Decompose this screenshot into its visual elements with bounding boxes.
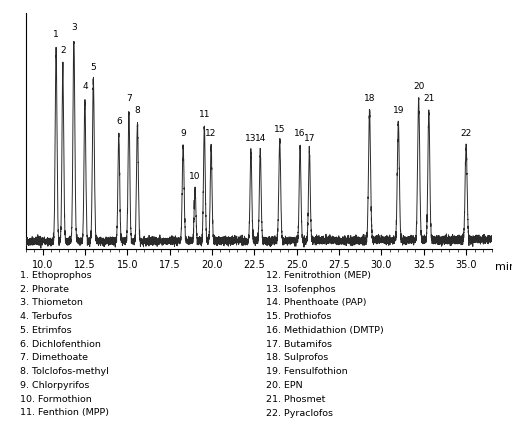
Text: 21: 21 — [423, 94, 435, 103]
Text: 22: 22 — [460, 129, 472, 138]
Text: 17. Butamifos: 17. Butamifos — [266, 340, 332, 349]
Text: 13: 13 — [245, 134, 257, 143]
Text: 13. Isofenphos: 13. Isofenphos — [266, 285, 336, 294]
Text: 7. Dimethoate: 7. Dimethoate — [20, 353, 89, 362]
Text: 19: 19 — [393, 106, 404, 115]
Text: 3: 3 — [71, 23, 77, 32]
Text: 15. Prothiofos: 15. Prothiofos — [266, 312, 332, 321]
Text: 11. Fenthion (MPP): 11. Fenthion (MPP) — [20, 408, 110, 418]
Text: 2. Phorate: 2. Phorate — [20, 285, 70, 294]
Text: 6. Dichlofenthion: 6. Dichlofenthion — [20, 340, 101, 349]
Text: 22. Pyraclofos: 22. Pyraclofos — [266, 408, 333, 418]
Text: 10. Formothion: 10. Formothion — [20, 395, 92, 404]
Text: 4. Terbufos: 4. Terbufos — [20, 312, 73, 321]
Text: 9. Chlorpyrifos: 9. Chlorpyrifos — [20, 381, 90, 390]
Text: 2: 2 — [60, 46, 66, 55]
Text: 7: 7 — [126, 94, 132, 103]
Text: 18. Sulprofos: 18. Sulprofos — [266, 353, 329, 362]
Text: 18: 18 — [364, 94, 375, 103]
Text: 6: 6 — [116, 117, 122, 126]
Text: 12. Fenitrothion (MEP): 12. Fenitrothion (MEP) — [266, 271, 371, 280]
Text: 21. Phosmet: 21. Phosmet — [266, 395, 326, 404]
Text: 20. EPN: 20. EPN — [266, 381, 303, 390]
Text: 19. Fensulfothion: 19. Fensulfothion — [266, 367, 348, 376]
Text: 14: 14 — [254, 134, 266, 143]
X-axis label: min: min — [495, 262, 512, 273]
Text: 12: 12 — [205, 129, 217, 138]
Text: 4: 4 — [82, 82, 88, 91]
Text: 20: 20 — [413, 82, 424, 91]
Text: 14. Phenthoate (PAP): 14. Phenthoate (PAP) — [266, 298, 367, 307]
Text: 9: 9 — [180, 129, 186, 138]
Text: 11: 11 — [199, 111, 210, 120]
Text: 17: 17 — [304, 134, 315, 143]
Text: 3. Thiometon: 3. Thiometon — [20, 298, 83, 307]
Text: 5. Etrimfos: 5. Etrimfos — [20, 326, 72, 335]
Text: 5: 5 — [91, 63, 96, 72]
Text: 10: 10 — [189, 172, 201, 181]
Text: 1: 1 — [53, 30, 59, 39]
Text: 15: 15 — [274, 125, 286, 134]
Text: 8: 8 — [135, 106, 140, 115]
Text: 16: 16 — [294, 129, 306, 138]
Text: 1. Ethoprophos: 1. Ethoprophos — [20, 271, 92, 280]
Text: 8. Tolclofos-methyl: 8. Tolclofos-methyl — [20, 367, 109, 376]
Text: 16. Methidathion (DMTP): 16. Methidathion (DMTP) — [266, 326, 384, 335]
